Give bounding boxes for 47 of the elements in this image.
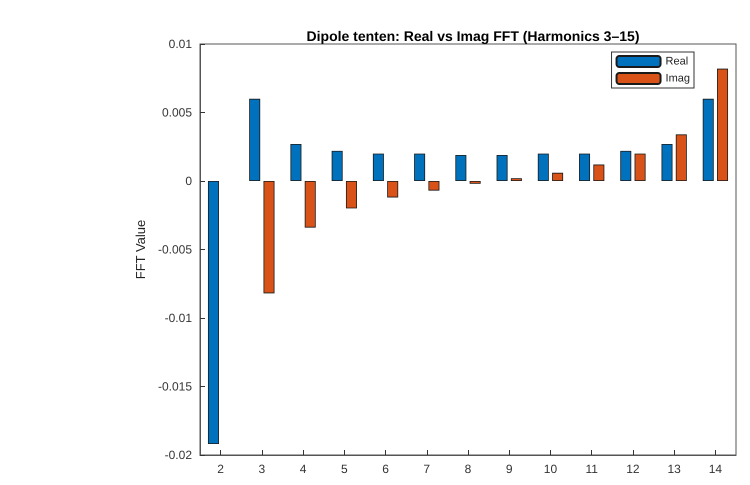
legend-label: Real: [666, 56, 688, 68]
bar: [552, 172, 564, 181]
x-tick-label: 12: [626, 462, 640, 476]
bar: [496, 154, 508, 181]
x-tick-label: 4: [300, 462, 307, 476]
bar: [208, 181, 219, 444]
bar: [593, 164, 604, 181]
x-tick-label: 14: [708, 462, 722, 476]
x-tick-label: 9: [506, 462, 513, 476]
x-tick-label: 10: [544, 462, 558, 476]
bar: [414, 154, 426, 181]
bar: [579, 154, 590, 181]
bar: [304, 181, 316, 228]
y-tick-label: -0.005: [158, 242, 192, 256]
x-tick-label: 3: [258, 462, 266, 476]
y-axis-title: FFT Value: [133, 220, 148, 280]
y-tick-label: 0: [185, 174, 192, 188]
bar: [717, 68, 728, 181]
bar: [249, 98, 260, 181]
x-tick-label: 6: [382, 462, 390, 476]
bar: [702, 98, 714, 181]
x-tick-label: 13: [667, 462, 682, 476]
bar: [634, 154, 646, 181]
y-tick-label: -0.015: [158, 380, 192, 394]
y-tick-label: -0.02: [164, 448, 192, 462]
y-tick-label: -0.01: [164, 311, 192, 325]
bar: [372, 154, 384, 181]
bar: [538, 154, 549, 181]
bar: [346, 181, 357, 208]
bar: [332, 150, 343, 181]
x-tick-label: 5: [340, 462, 348, 476]
y-tick-label: 0.005: [162, 106, 192, 120]
bar: [428, 181, 440, 191]
x-tick-label: 7: [423, 462, 430, 476]
bar: [387, 181, 398, 198]
legend-label: Imag: [666, 72, 690, 84]
y-tick-label: 0.01: [168, 37, 192, 51]
chart-title: Dipole tenten: Real vs Imag FFT (Harmonics 3–15): [306, 28, 640, 44]
bar: [290, 144, 302, 181]
bar: [662, 144, 673, 181]
x-tick-label: 2: [217, 462, 224, 476]
bar: [620, 150, 632, 181]
x-tick-label: 8: [464, 462, 472, 476]
x-tick-label: 11: [585, 462, 598, 476]
bar: [455, 154, 466, 181]
bar: [676, 134, 687, 181]
bar: [263, 181, 274, 294]
